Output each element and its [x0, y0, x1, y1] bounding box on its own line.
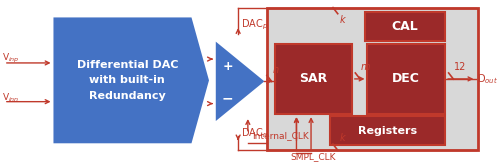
Bar: [364, 12, 445, 41]
Bar: [268, 8, 478, 150]
Text: D$_{out}$: D$_{out}$: [478, 72, 498, 86]
Text: 12: 12: [454, 62, 466, 72]
Bar: [330, 116, 445, 145]
Text: DAC$_n$: DAC$_n$: [241, 127, 268, 140]
Text: +: +: [222, 60, 233, 73]
Text: V$_{inp}$: V$_{inp}$: [2, 52, 20, 65]
Text: n: n: [272, 64, 278, 75]
Bar: [275, 44, 352, 114]
Text: SAR: SAR: [300, 72, 328, 85]
Text: DAC$_p$: DAC$_p$: [241, 17, 268, 32]
Text: k: k: [339, 15, 345, 24]
Text: Registers: Registers: [358, 126, 418, 136]
Text: k: k: [339, 133, 345, 143]
Text: m: m: [360, 62, 370, 72]
Text: −: −: [222, 92, 234, 106]
Text: Internal_CLK: Internal_CLK: [252, 131, 308, 140]
Text: V$_{inn}$: V$_{inn}$: [2, 91, 20, 104]
Bar: [368, 44, 445, 114]
Text: SMPL_CLK: SMPL_CLK: [290, 152, 336, 161]
Polygon shape: [216, 42, 264, 121]
Polygon shape: [54, 17, 209, 143]
Text: DEC: DEC: [392, 72, 420, 85]
Text: Differential DAC
with built-in
Redundancy: Differential DAC with built-in Redundanc…: [76, 60, 178, 101]
Text: CAL: CAL: [392, 20, 418, 33]
